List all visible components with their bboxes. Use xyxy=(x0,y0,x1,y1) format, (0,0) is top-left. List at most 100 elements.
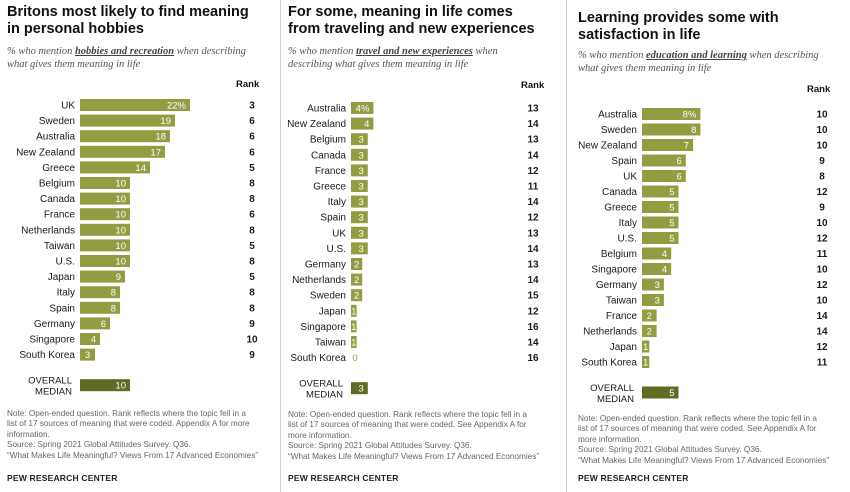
rank-value: 8 xyxy=(249,257,255,268)
rank-value: 8 xyxy=(819,172,825,183)
data-label: 3 xyxy=(359,228,364,239)
category-label: UK xyxy=(332,228,346,239)
subtitle-highlight: education and learning xyxy=(645,50,747,61)
rank-value: 11 xyxy=(817,249,828,260)
data-label: 4 xyxy=(662,249,667,260)
category-label: Taiwan xyxy=(315,338,346,349)
median-value-label: 3 xyxy=(359,384,364,395)
bar xyxy=(351,211,368,224)
category-label: Belgium xyxy=(310,135,346,146)
data-label: 10 xyxy=(115,210,126,221)
median-label: OVERALL xyxy=(590,383,634,394)
subtitle-prefix: % who mention xyxy=(7,46,75,57)
bar xyxy=(642,154,686,167)
data-label: 1 xyxy=(351,306,356,317)
rank-value: 14 xyxy=(816,327,828,338)
data-label: 14 xyxy=(135,163,146,174)
bar xyxy=(351,273,363,286)
subtitle-prefix: % who mention xyxy=(288,46,356,57)
data-label: 3 xyxy=(85,350,90,361)
rank-value: 11 xyxy=(817,358,828,369)
note-line: Note: Open-ended question. Rank reflects… xyxy=(288,410,527,419)
note-line: more information. xyxy=(578,434,642,444)
category-label: New Zealand xyxy=(578,141,637,152)
category-label: Japan xyxy=(610,342,637,353)
category-label: Taiwan xyxy=(44,241,75,252)
bar xyxy=(351,148,368,161)
rank-value: 10 xyxy=(246,335,258,346)
rank-value: 13 xyxy=(527,228,539,239)
bar xyxy=(80,208,130,221)
data-label: 4% xyxy=(356,104,370,115)
panel-title: Learning provides some with satisfaction… xyxy=(578,10,779,43)
category-label: Greece xyxy=(42,163,75,174)
bar xyxy=(642,325,657,337)
median-bar xyxy=(642,386,679,399)
bar xyxy=(642,340,650,353)
data-label: 10 xyxy=(115,179,126,190)
data-label: 8% xyxy=(683,110,697,121)
footer-brand: PEW RESEARCH CENTER xyxy=(288,473,399,483)
subtitle-suffix: when describing what gives them meaning … xyxy=(578,50,819,74)
data-label: 6 xyxy=(677,172,682,183)
data-label: 9 xyxy=(116,272,121,283)
bar xyxy=(642,185,679,198)
category-label: Italy xyxy=(57,288,75,299)
median-label: MEDIAN xyxy=(597,394,634,405)
category-label: New Zealand xyxy=(287,119,346,130)
bar xyxy=(642,139,694,151)
category-label: South Korea xyxy=(19,350,75,361)
median-label: MEDIAN xyxy=(306,390,343,401)
category-label: UK xyxy=(61,101,75,112)
data-label: 3 xyxy=(359,197,364,208)
bar xyxy=(351,164,368,177)
median-label: MEDIAN xyxy=(35,387,72,398)
bar xyxy=(642,170,686,182)
subtitle-suffix: when describing what gives them meaning … xyxy=(288,46,498,70)
data-label: 5 xyxy=(669,218,674,229)
data-label: 10 xyxy=(115,225,126,236)
panel-subtitle: % who mention hobbies and recreation whe… xyxy=(7,45,252,71)
category-label: Spain xyxy=(49,303,75,314)
category-label: Japan xyxy=(319,306,346,317)
bar xyxy=(642,232,679,244)
panel-learning: Learning provides some with satisfaction… xyxy=(578,0,846,492)
data-label: 3 xyxy=(359,182,364,193)
category-label: Canada xyxy=(311,150,346,161)
rank-value: 6 xyxy=(249,147,255,158)
data-label: 2 xyxy=(354,275,359,286)
rank-value: 15 xyxy=(527,291,539,302)
bar xyxy=(642,123,701,136)
rank-value: 12 xyxy=(816,280,828,291)
rank-value: 6 xyxy=(249,116,255,127)
chart-notes: Note: Open-ended question. Rank reflects… xyxy=(7,409,272,461)
category-label: Australia xyxy=(598,110,637,121)
rank-value: 14 xyxy=(527,338,539,349)
panel-subtitle: % who mention education and learning whe… xyxy=(578,49,823,75)
rank-value: 11 xyxy=(528,182,539,193)
bar xyxy=(351,289,363,302)
bar xyxy=(351,258,363,270)
category-label: Sweden xyxy=(39,116,75,127)
data-label: 2 xyxy=(647,327,652,338)
rank-value: 12 xyxy=(527,166,539,177)
bar xyxy=(80,286,120,299)
data-label: 8 xyxy=(111,288,116,299)
category-label: Greece xyxy=(604,203,637,214)
note-line: list of 17 sources of meaning that were … xyxy=(578,424,817,434)
data-label: 3 xyxy=(655,280,660,291)
chart-notes: Note: Open-ended question. Rank reflects… xyxy=(578,414,843,466)
category-label: Germany xyxy=(305,260,346,271)
rank-value: 14 xyxy=(816,311,828,322)
data-label: 1 xyxy=(351,322,356,333)
category-label: Spain xyxy=(320,213,346,224)
data-label: 3 xyxy=(359,213,364,224)
category-label: Greece xyxy=(313,182,346,193)
category-label: Belgium xyxy=(39,179,75,190)
median-label: OVERALL xyxy=(28,376,72,387)
rank-value: 13 xyxy=(527,135,539,146)
data-label: 4 xyxy=(364,119,369,130)
rank-value: 8 xyxy=(249,303,255,314)
note-line: list of 17 sources of meaning that were … xyxy=(288,420,527,430)
rank-value: 8 xyxy=(249,225,255,236)
